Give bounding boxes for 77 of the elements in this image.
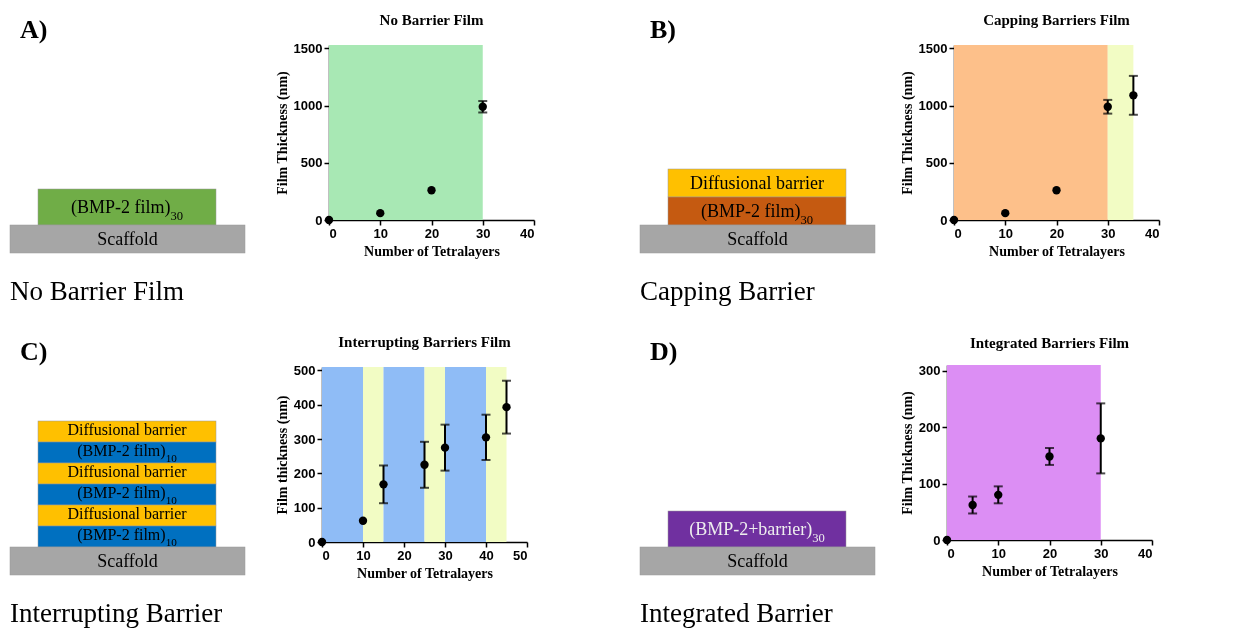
y-tick-label: 0 [933,532,941,548]
text: Interrupting Barrier [10,598,223,628]
layer-stack-diagram: Diffusional barrier (BMP-2 film)$_{10}$ Diffusional barrier (BMP-2 film)$_{10}$ Diffusional barrier (BMP-2 film)$_{10}$ Scaffold [9,420,246,576]
x-tick-label: 10 [991,545,1006,561]
point [502,402,511,412]
x-tick-label: 40 [1138,545,1153,561]
y-tick-label: 1000 [918,98,948,114]
chart-title: No Barrier Film [379,12,484,29]
point [1001,208,1010,218]
point [376,208,385,218]
point [379,480,388,489]
x-axis-title: Number of Tetralayers [364,243,501,259]
y-tick-label: 0 [940,212,948,228]
y-tick-label: 0 [308,534,316,550]
x-tick-label: 10 [998,225,1013,241]
y-tick-label: 500 [293,362,316,378]
point [358,516,368,525]
x-tick-label: 30 [438,547,453,563]
text: C) [20,337,48,366]
text: Integrated Barrier [640,598,833,628]
x-axis-title: Number of Tetralayers [982,563,1119,579]
y-tick-label: 300 [293,431,316,447]
point [427,186,436,195]
point [1045,452,1054,461]
text: No Barrier Film [10,276,184,306]
layer-stack-diagram: (BMP-2 film)$_{30}$ Scaffold [9,188,246,254]
x-tick-label: 20 [1049,225,1065,241]
chart-title: Integrated Barriers Film [969,334,1130,351]
x-tick-label: 40 [479,547,494,563]
x-tick-label: 20 [424,225,440,241]
text: A) [20,15,48,44]
y-tick-label: 100 [918,476,941,492]
y-tick-label: 0 [315,212,323,228]
x-tick-label: 10 [373,225,388,241]
text: D) [650,337,678,366]
point [420,460,429,469]
y-tick-label: 1500 [918,40,948,56]
point [1096,434,1105,443]
y-tick-label: 1000 [293,98,323,114]
point [968,500,977,510]
chart-title: Capping Barriers Film [983,12,1131,29]
y-tick-label: 500 [925,155,948,171]
point [1103,102,1112,111]
x-tick-label: 0 [954,225,962,241]
y-tick-label: 100 [293,500,316,516]
x-tick-label: 40 [1145,225,1160,241]
x-axis-title: Number of Tetralayers [989,243,1126,259]
x-tick-label: 40 [520,225,535,241]
y-axis-title: Film Thickness (nm) [899,390,916,515]
chart-title: Interrupting Barriers Film [338,334,512,351]
y-axis-title: Film Thickness (nm) [274,70,291,195]
x-tick-label: 30 [1094,545,1109,561]
x-tick-label: 0 [329,225,337,241]
point [994,490,1003,500]
text: Capping Barrier [640,276,815,306]
y-tick-label: 200 [293,465,316,481]
point [1052,186,1061,195]
point [481,433,491,442]
y-tick-label: 1500 [293,40,323,56]
y-axis-title: Film thickness (nm) [274,395,291,515]
x-tick-label: 50 [513,547,528,563]
x-tick-label: 20 [1042,545,1058,561]
layer-stack-diagram: Diffusional barrier (BMP-2 film)$_{30}$ Scaffold [639,168,876,254]
layer-stack-diagram: (BMP-2+barrier)$_{30}$ Scaffold [639,510,876,576]
x-tick-label: 10 [356,547,371,563]
x-tick-label: 20 [397,547,412,563]
y-tick-label: 400 [293,397,316,413]
y-tick-label: 200 [918,419,941,435]
point [440,443,450,452]
y-axis-title: Film Thickness (nm) [899,70,916,195]
x-tick-label: 30 [1101,225,1116,241]
point [1129,91,1138,100]
y-tick-label: 500 [300,155,323,171]
x-tick-label: 30 [476,225,491,241]
y-tick-label: 300 [918,363,941,379]
text: B) [650,15,676,44]
x-axis-title: Number of Tetralayers [357,565,494,581]
